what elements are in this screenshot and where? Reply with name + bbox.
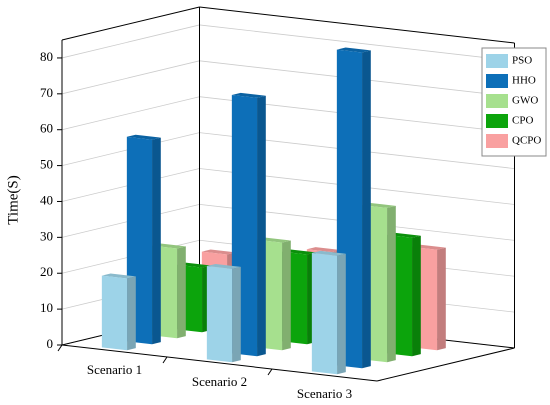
legend-label: HHO (512, 75, 536, 87)
y-tick-label: 30 (40, 228, 53, 243)
bar-side (337, 253, 346, 375)
legend-swatch (486, 94, 508, 108)
x-tick-label: Scenario 3 (297, 386, 352, 401)
grid-line (61, 60, 200, 95)
bar-top (101, 273, 136, 279)
bar-side (232, 266, 241, 363)
bar-top (336, 47, 371, 53)
axis-line (199, 6, 515, 44)
bar-side (127, 276, 136, 351)
legend-swatch (486, 114, 508, 128)
legend-swatch (486, 74, 508, 88)
y-tick-label: 80 (40, 49, 53, 64)
axis-line (61, 344, 378, 382)
y-tick-label: 60 (40, 121, 53, 136)
bar (206, 266, 233, 363)
bar-top (311, 250, 346, 256)
axis-line (61, 6, 200, 41)
bar-top (231, 92, 266, 98)
y-tick-label: 10 (40, 300, 53, 315)
grid-line (199, 24, 515, 62)
legend-label: PSO (512, 55, 532, 67)
y-tick-label: 0 (47, 336, 54, 351)
bar-side (257, 95, 266, 357)
y-tick-label: 70 (40, 85, 53, 100)
bar-side (362, 50, 371, 369)
y-axis-label: Time(S) (5, 175, 21, 224)
x-tick-label: Scenario 1 (87, 362, 142, 377)
legend-swatch (486, 134, 508, 148)
y-tick-label: 40 (40, 192, 53, 207)
bar (311, 252, 338, 375)
bar-side (282, 240, 291, 351)
y-tick-label: 20 (40, 264, 53, 279)
legend-swatch (486, 54, 508, 68)
grid-line (61, 96, 200, 131)
bar-top (206, 263, 241, 269)
bar (101, 275, 128, 351)
axis-line (376, 347, 515, 382)
bar-side (437, 247, 446, 351)
y-tick-label: 50 (40, 157, 53, 172)
bar-side (387, 205, 396, 363)
legend-label: QCPO (512, 135, 541, 147)
x-tick (267, 368, 273, 376)
bar-side (152, 137, 161, 345)
grid-line (61, 24, 200, 59)
legend-label: GWO (512, 95, 538, 107)
x-tick (162, 356, 168, 364)
x-tick (57, 344, 63, 352)
bar-top (201, 249, 236, 255)
bar-side (412, 235, 421, 357)
bar-top (306, 247, 341, 253)
bar-top (126, 134, 161, 140)
legend-label: CPO (512, 115, 533, 127)
x-tick-label: Scenario 2 (192, 374, 247, 389)
bar-side (177, 246, 186, 339)
